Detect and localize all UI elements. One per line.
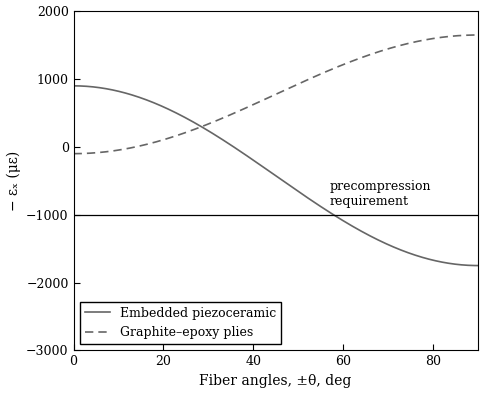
Embedded piezoceramic	[265, 168, 271, 173]
Graphite–epoxy plies	[311, 74, 317, 79]
Line: Embedded piezoceramic: Embedded piezoceramic	[74, 86, 478, 266]
Embedded piezoceramic	[311, 200, 317, 204]
Graphite–epoxy plies	[465, 33, 471, 37]
Graphite–epoxy plies	[265, 95, 271, 100]
Graphite–epoxy plies	[475, 33, 481, 37]
Embedded piezoceramic	[475, 263, 481, 268]
Embedded piezoceramic	[263, 166, 269, 171]
Embedded piezoceramic	[71, 84, 76, 88]
Y-axis label: − εₓ (με): − εₓ (με)	[6, 151, 21, 211]
Embedded piezoceramic	[402, 249, 408, 254]
Graphite–epoxy plies	[71, 151, 76, 156]
Embedded piezoceramic	[289, 185, 295, 190]
Text: precompression
requirement: precompression requirement	[330, 180, 431, 208]
Legend: Embedded piezoceramic, Graphite–epoxy plies: Embedded piezoceramic, Graphite–epoxy pl…	[80, 302, 281, 344]
Graphite–epoxy plies	[289, 84, 295, 89]
Embedded piezoceramic	[465, 263, 471, 268]
Graphite–epoxy plies	[402, 42, 408, 46]
X-axis label: Fiber angles, ±θ, deg: Fiber angles, ±θ, deg	[199, 374, 352, 388]
Line: Graphite–epoxy plies: Graphite–epoxy plies	[74, 35, 478, 154]
Graphite–epoxy plies	[263, 97, 269, 101]
